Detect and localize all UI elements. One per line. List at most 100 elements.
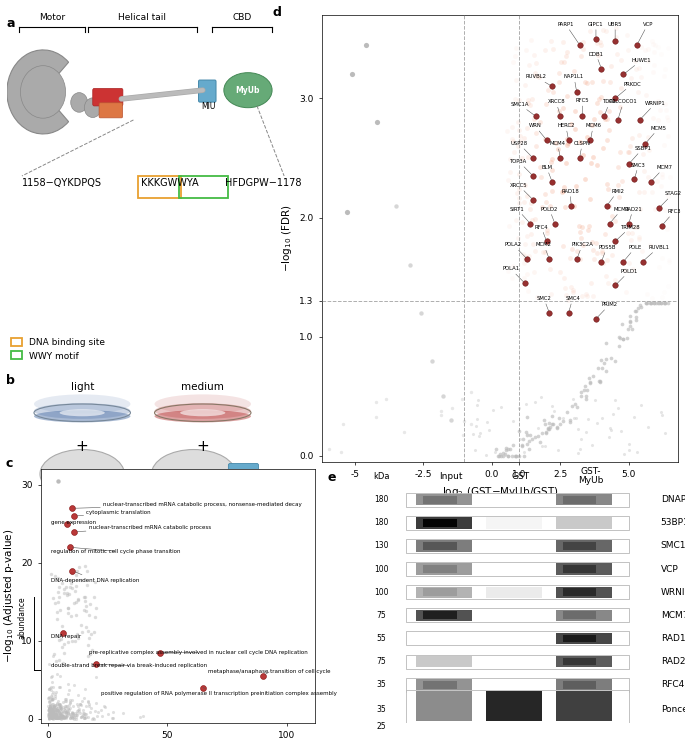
Point — [51, 606, 62, 618]
Point — [588, 112, 599, 124]
FancyBboxPatch shape — [99, 103, 123, 118]
Point — [62, 607, 73, 619]
Point — [45, 706, 55, 717]
Point — [45, 699, 56, 711]
Point — [628, 263, 639, 275]
FancyBboxPatch shape — [416, 540, 472, 551]
Point — [257, 670, 268, 682]
Point — [68, 708, 79, 720]
Point — [55, 711, 66, 723]
Point — [650, 39, 661, 51]
Point — [53, 711, 64, 723]
Point — [575, 226, 586, 238]
Point — [653, 261, 664, 273]
Point — [47, 712, 58, 724]
Point — [629, 410, 640, 422]
Point — [521, 429, 532, 441]
Point — [458, 415, 469, 427]
Point — [45, 711, 56, 723]
Point — [89, 611, 100, 623]
Point — [531, 140, 542, 152]
Point — [47, 707, 58, 719]
Point — [71, 565, 82, 577]
Point — [512, 116, 523, 128]
FancyBboxPatch shape — [416, 517, 472, 528]
Point — [49, 705, 60, 717]
Point — [540, 419, 551, 431]
Point — [50, 706, 61, 717]
Point — [588, 151, 599, 163]
Point — [622, 29, 633, 41]
Point — [45, 702, 56, 714]
Point — [562, 46, 573, 58]
Point — [71, 568, 82, 580]
Point — [586, 119, 597, 131]
Point — [568, 284, 579, 296]
Point — [523, 436, 534, 448]
Point — [62, 589, 73, 601]
Text: BLM: BLM — [541, 165, 552, 180]
Point — [594, 92, 605, 104]
Point — [573, 422, 584, 434]
Point — [662, 42, 673, 54]
Point — [627, 132, 638, 144]
Point — [80, 595, 91, 607]
Point — [48, 702, 59, 714]
Point — [46, 708, 57, 720]
Point — [520, 238, 531, 250]
Point — [467, 428, 478, 440]
Point — [603, 105, 614, 117]
FancyBboxPatch shape — [406, 632, 630, 645]
Point — [605, 425, 616, 437]
Point — [64, 542, 75, 554]
Point — [580, 426, 591, 438]
Point — [51, 705, 62, 717]
Point — [61, 708, 72, 720]
Point — [47, 708, 58, 720]
Point — [45, 707, 55, 719]
Point — [86, 702, 97, 714]
Point — [73, 594, 84, 606]
Point — [569, 65, 580, 77]
FancyBboxPatch shape — [199, 80, 216, 102]
Point — [56, 710, 67, 722]
Point — [55, 709, 66, 721]
Point — [360, 39, 371, 51]
Point — [61, 710, 72, 722]
Text: RAD18: RAD18 — [660, 634, 685, 643]
Point — [540, 427, 551, 439]
FancyBboxPatch shape — [423, 496, 457, 504]
Point — [58, 712, 69, 724]
Point — [58, 706, 69, 718]
Point — [66, 565, 77, 577]
Point — [49, 709, 60, 721]
Point — [66, 707, 77, 719]
Point — [50, 711, 61, 723]
Point — [561, 157, 572, 169]
Point — [602, 183, 613, 195]
Point — [64, 580, 75, 592]
Point — [588, 290, 599, 302]
Point — [45, 708, 56, 720]
Point — [48, 704, 59, 716]
Point — [53, 581, 64, 593]
Point — [634, 299, 645, 311]
Point — [651, 297, 662, 309]
Text: RAD18: RAD18 — [561, 188, 579, 203]
Point — [48, 704, 59, 716]
X-axis label: log$_2$ (GST−MyUb/GST): log$_2$ (GST−MyUb/GST) — [442, 485, 558, 499]
Point — [516, 440, 527, 451]
Point — [90, 706, 101, 717]
Point — [546, 399, 557, 411]
Point — [572, 401, 583, 413]
Point — [56, 620, 67, 632]
Point — [507, 260, 518, 272]
Point — [48, 700, 59, 712]
FancyBboxPatch shape — [556, 563, 612, 575]
Point — [67, 568, 78, 580]
Point — [45, 698, 55, 710]
Text: TOP3A: TOP3A — [510, 159, 532, 174]
Point — [540, 98, 551, 110]
Point — [85, 597, 96, 609]
Point — [592, 159, 603, 171]
